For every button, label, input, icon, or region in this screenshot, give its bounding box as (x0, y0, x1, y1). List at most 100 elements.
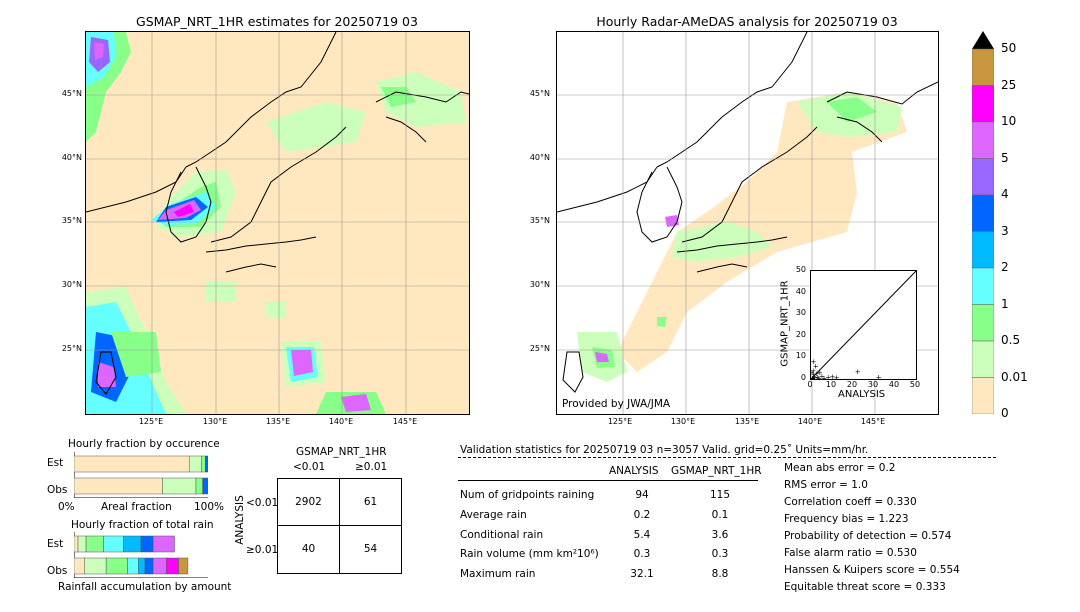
contingency-cell: 54 (363, 543, 378, 555)
score-line: Hanssen & Kuipers score = 0.554 (784, 564, 960, 576)
stacked-bar-segment (105, 557, 128, 575)
scatter-point: + (819, 372, 825, 379)
scatter-point: + (834, 374, 840, 379)
contingency-side-label: ANALYSIS (233, 495, 246, 545)
stacked-bar-segment (73, 535, 79, 553)
validation-row-label: Average rain (460, 509, 527, 521)
colorbar-block (971, 121, 995, 159)
scatter-point: + (815, 373, 821, 379)
scatter-point: + (811, 371, 817, 379)
validation-col-analysis: ANALYSIS (609, 465, 659, 477)
colorbar-block (971, 267, 995, 305)
colorbar-tick-label: 25 (1001, 77, 1017, 92)
stacked-bar-segment (73, 455, 190, 473)
scatter-diagonal (810, 270, 917, 380)
scatter-ytick-label: 40 (795, 286, 806, 296)
colorbar-block (971, 194, 995, 232)
left-map (85, 31, 470, 415)
score-line: Equitable threat score = 0.333 (784, 581, 946, 593)
scatter-xtick-label: 10 (825, 380, 837, 389)
contingency-table: 2902 61 40 54 (277, 478, 402, 574)
score-line: Probability of detection = 0.574 (784, 530, 952, 542)
scatter-xtick-label: 20 (846, 380, 858, 389)
colorbar-svg (971, 31, 995, 415)
score-line: RMS error = 1.0 (784, 479, 868, 491)
stacked-bar-segment (188, 455, 202, 473)
scatter-point: + (830, 373, 836, 379)
validation-row-gsmap: 115 (709, 489, 731, 501)
validation-row-label: Rain volume (mm km²10⁶) (460, 548, 599, 560)
stacked-bar-segment (205, 455, 209, 473)
occurrence-row-est: Est (47, 457, 64, 469)
inset-scatter: ++++++++++++++++++++ (809, 270, 917, 383)
contingency-row-label: <0.01 (246, 497, 279, 509)
contingency-col-label: <0.01 (293, 461, 326, 473)
validation-row-gsmap: 0.1 (711, 509, 729, 521)
right-map-title: Hourly Radar-AMeDAS analysis for 2025071… (596, 14, 898, 29)
stacked-bar-segment (123, 535, 142, 553)
validation-col-gsmap: GSMAP_NRT_1HR (671, 465, 762, 477)
stacked-bar-segment (202, 477, 209, 495)
left-lon-label: 125°E (138, 417, 164, 426)
colorbar-tick-label: 50 (1001, 41, 1017, 55)
right-lon-label: 130°E (670, 417, 696, 426)
right-rain-patches (577, 92, 907, 382)
stacked-bar-segment (152, 557, 167, 575)
colorbar-tick-label: 0.01 (1001, 369, 1028, 384)
stacked-bar-segment (195, 477, 203, 495)
occurrence-axis-right: 100% (194, 501, 225, 513)
colorbar-tick-label: 10 (1001, 114, 1017, 128)
scatter-point: + (855, 368, 861, 376)
scatter-point: + (811, 369, 815, 377)
total-rain-chart (73, 532, 208, 579)
left-lat-label: 25°N (61, 344, 82, 353)
right-lon-label: 145°E (860, 417, 886, 426)
left-rain-patches (86, 32, 466, 414)
stacked-bar-segment (162, 477, 197, 495)
scatter-ytick-label: 10 (795, 351, 806, 361)
colorbar (971, 31, 995, 415)
inset-scatter-plot: ++++++++++++++++++++ (809, 270, 917, 383)
stacked-bar-segment (178, 557, 189, 575)
colorbar-block (971, 48, 995, 86)
scatter-ytick-label: 20 (795, 329, 806, 339)
stacked-bar-segment (73, 477, 163, 495)
left-lon-label: 135°E (265, 417, 291, 426)
validation-row-analysis: 5.4 (633, 529, 651, 541)
left-lon-label: 145°E (392, 417, 418, 426)
scatter-xtick-label: 30 (867, 380, 879, 389)
left-lat-label: 45°N (61, 89, 82, 98)
left-lat-label: 40°N (61, 153, 82, 162)
credit-text: Provided by JWA/JMA (562, 398, 671, 410)
occurrence-chart (73, 452, 209, 499)
scatter-ytick-label: 0 (800, 373, 806, 382)
right-lat-label: 40°N (529, 153, 550, 162)
left-lat-label: 35°N (61, 216, 82, 225)
colorbar-block (971, 340, 995, 378)
left-lat-label: 30°N (61, 280, 82, 289)
left-grid (86, 32, 469, 414)
right-coastlines (557, 32, 938, 393)
colorbar-block (971, 231, 995, 269)
scatter-point: + (825, 373, 831, 379)
scatter-point: + (811, 358, 817, 366)
occurrence-axis-mid: Areal fraction (101, 501, 172, 513)
left-lon-label: 140°E (328, 417, 354, 426)
scatter-point: + (812, 374, 818, 379)
total-rain-row-obs: Obs (47, 565, 68, 577)
scatter-xtick-label: 40 (888, 380, 900, 389)
validation-row-analysis: 94 (635, 489, 649, 501)
contingency-cell: 2902 (295, 496, 322, 508)
scatter-ytick-label: 30 (795, 308, 806, 318)
contingency-title: GSMAP_NRT_1HR (296, 446, 387, 458)
colorbar-tick-label: 4 (1001, 187, 1009, 201)
scatter-xtick-label: 50 (909, 380, 921, 389)
total-rain-axis-label: Rainfall accumulation by amount (58, 581, 232, 593)
score-line: Frequency bias = 1.223 (784, 513, 909, 525)
score-line: False alarm ratio = 0.530 (784, 547, 917, 559)
validation-row-gsmap: 0.3 (711, 548, 729, 560)
scatter-xtick-label: 0 (807, 380, 813, 389)
occurrence-axis-left: 0% (58, 501, 75, 513)
colorbar-tick-label: 1 (1001, 296, 1009, 311)
validation-row-analysis: 0.3 (633, 548, 651, 560)
